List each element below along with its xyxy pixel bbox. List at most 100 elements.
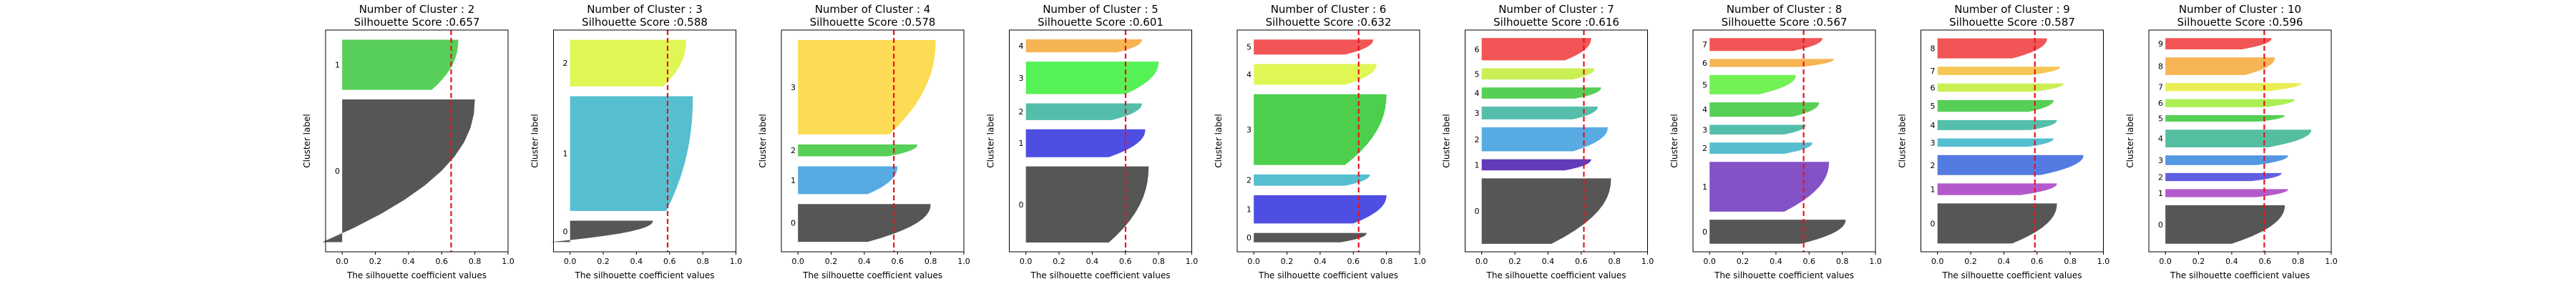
cluster-silhouette-0 [322,99,475,243]
x-tick-label: 0.2 [1053,257,1065,266]
x-tick-label: 0.4 [630,257,643,266]
cluster-label: 9 [2158,39,2163,49]
x-tick-label: 0.8 [1152,257,1165,266]
cluster-silhouette-0 [1254,232,1367,243]
cluster-silhouette-3 [1025,62,1159,94]
x-tick-label: 1.0 [1186,257,1199,266]
cluster-silhouette-5 [1709,74,1796,94]
cluster-silhouette-2 [1254,174,1370,186]
axes-frame [1465,29,1648,253]
cluster-silhouette-5 [1254,39,1374,55]
x-tick-label: 0.2 [1964,257,1977,266]
cluster-silhouette-2 [1937,155,2084,175]
cluster-label: 7 [2158,83,2163,92]
cluster-label: 5 [1702,80,1707,89]
cluster-label: 5 [2158,114,2163,124]
x-tick-label: 1.0 [957,257,970,266]
cluster-silhouette-3 [798,39,936,134]
cluster-label: 2 [791,146,796,155]
x-tick-label: 0.0 [564,257,577,266]
cluster-silhouette-1 [1254,195,1387,224]
axes-frame [1009,29,1192,253]
x-tick-label: 0.6 [1119,257,1132,266]
x-tick-label: 0.4 [402,257,415,266]
y-axis-label: Cluster label [758,114,768,167]
cluster-silhouette-5 [2165,115,2285,122]
x-tick-label: 0.6 [2031,257,2044,266]
cluster-label: 8 [2158,62,2163,72]
cluster-silhouette-4 [1937,119,2057,130]
cluster-silhouette-2 [1709,142,1813,154]
cluster-silhouette-1 [570,96,693,211]
axes-frame [1692,29,1876,253]
cluster-label: 4 [1702,105,1707,114]
cluster-label: 6 [1702,59,1707,68]
x-tick-label: 0.8 [1836,257,1849,266]
silhouette-panel-7: 0 1 2 3 4 5 6 7 0.0 0.2 0.4 0.6 0.8 1.0 The silhouette… [1669,3,1882,280]
silhouette-panel-4: 0 1 2 3 4 0.0 0.2 0.4 0.6 0.8 1.0 The silhouette co… [986,3,1199,280]
cluster-silhouette-3 [1937,138,2054,147]
x-tick-label: 0.8 [2292,257,2305,266]
x-tick-label: 0.2 [369,257,382,266]
cluster-silhouette-6 [1709,59,1835,67]
cluster-silhouette-1 [798,166,898,195]
cluster-silhouette-3 [1254,94,1387,165]
cluster-label: 2 [1931,161,1936,170]
y-axis-label: Cluster label [1442,114,1452,167]
cluster-silhouette-2 [570,39,686,87]
cluster-label: 0 [1931,219,1936,228]
chart-subtitle: Silhouette Score :0.578 [810,16,936,29]
cluster-label: 0 [563,227,568,236]
cluster-label: 7 [1931,67,1936,76]
chart-subtitle: Silhouette Score :0.601 [1038,16,1163,29]
cluster-silhouette-2 [2165,172,2282,182]
cluster-label: 0 [335,167,340,176]
x-tick-label: 0.6 [1575,257,1588,266]
cluster-label: 1 [1246,205,1252,215]
cluster-label: 3 [791,83,796,92]
cluster-silhouette-0 [798,204,931,243]
cluster-label: 4 [1246,70,1252,79]
cluster-label: 3 [1475,109,1480,118]
cluster-silhouette-0 [2165,205,2285,244]
x-tick-label: 0.0 [1247,257,1260,266]
cluster-silhouette-4 [2165,129,2312,147]
chart-subtitle: Silhouette Score :0.657 [354,16,480,29]
cluster-silhouette-9 [2165,38,2272,49]
chart-subtitle: Silhouette Score :0.587 [1949,16,2075,29]
cluster-label: 1 [1931,185,1936,195]
x-tick-label: 0.6 [892,257,904,266]
silhouette-panel-3: 0 1 2 3 0.0 0.2 0.4 0.6 0.8 1.0 The silhouette coe… [758,3,970,280]
x-tick-label: 0.4 [858,257,871,266]
x-tick-label: 0.0 [2159,257,2172,266]
cluster-silhouette-1 [1025,129,1146,157]
cluster-label: 8 [1931,44,1936,54]
cluster-silhouette-3 [2165,155,2288,165]
cluster-label: 3 [1931,138,1936,147]
cluster-label: 7 [1702,40,1707,49]
y-axis-label: Cluster label [986,114,996,167]
cluster-silhouette-7 [1937,67,2061,75]
x-tick-label: 0.4 [1770,257,1782,266]
cluster-label: 2 [563,59,568,68]
cluster-silhouette-1 [1709,162,1830,212]
axes-frame [1236,29,1420,253]
chart-subtitle: Silhouette Score :0.616 [1493,16,1619,29]
y-axis-label: Cluster label [1898,114,1908,167]
cluster-label: 2 [1475,135,1480,144]
cluster-silhouette-1 [2165,189,2288,197]
cluster-label: 2 [1246,176,1252,185]
cluster-label: 4 [2158,134,2163,144]
cluster-label: 6 [1931,83,1936,92]
cluster-label: 5 [1475,69,1480,79]
cluster-label: 4 [1475,89,1480,98]
cluster-label: 3 [1019,74,1024,83]
chart-title: Number of Cluster : 10 [2179,3,2301,16]
cluster-label: 2 [1019,107,1024,117]
x-tick-label: 1.0 [1869,257,1882,266]
axes-frame [325,29,509,253]
cluster-silhouette-8 [1937,38,2047,59]
cluster-silhouette-5 [1481,68,1595,80]
cluster-silhouette-3 [1481,107,1598,119]
silhouette-panel-1: 0 1 0.0 0.2 0.4 0.6 0.8 1.0 The silhouette coeff… [302,3,514,280]
